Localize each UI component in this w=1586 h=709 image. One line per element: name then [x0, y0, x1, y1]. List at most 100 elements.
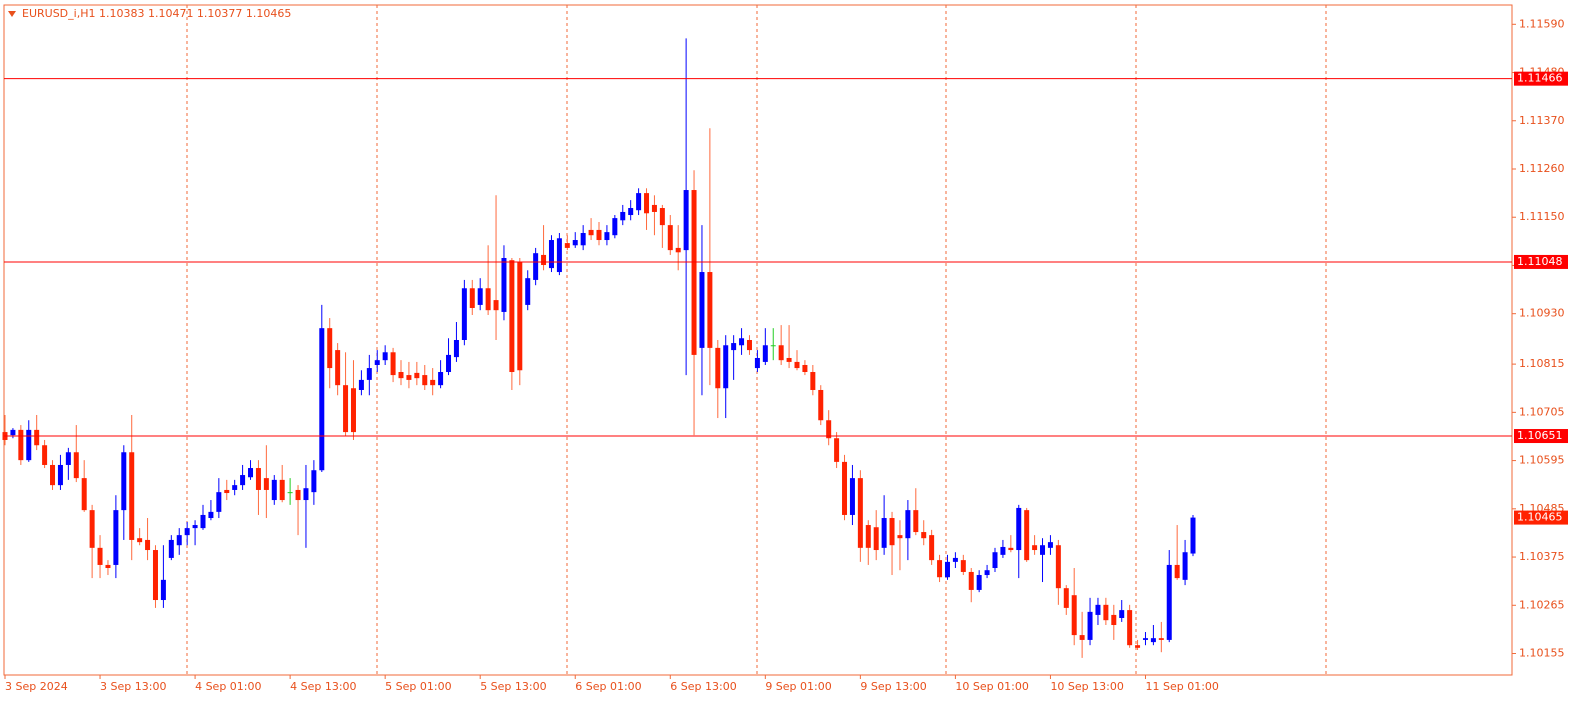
candle-body	[176, 535, 182, 546]
candle-body	[1040, 545, 1046, 555]
candle-body	[374, 360, 380, 365]
candle-body	[145, 539, 151, 551]
candle-body	[533, 253, 539, 280]
candle-body	[319, 328, 325, 471]
candle-body	[984, 570, 990, 576]
level-label-box	[1514, 254, 1568, 269]
candle-body	[121, 452, 127, 511]
candle-body	[271, 479, 277, 501]
candle-body	[89, 510, 95, 548]
candle-body	[960, 560, 966, 572]
candle-body	[1055, 545, 1061, 589]
candle-body	[350, 388, 356, 433]
candle-body	[248, 468, 254, 478]
candle-body	[97, 547, 103, 565]
x-tick-label: 10 Sep 13:00	[1050, 680, 1123, 693]
candle-body	[168, 539, 174, 558]
candle-body	[303, 488, 309, 501]
candle-body	[34, 429, 40, 446]
candle-body	[390, 352, 396, 376]
chart-title: EURUSD_i,H1 1.10383 1.10471 1.10377 1.10…	[22, 7, 291, 20]
candle-body	[1127, 610, 1133, 646]
candle-body	[754, 357, 760, 369]
candle-body	[1150, 638, 1156, 643]
candle-body	[699, 272, 705, 348]
candle-body	[240, 475, 246, 486]
candle-body	[26, 429, 32, 461]
candle-body	[921, 532, 927, 539]
candle-body	[739, 338, 745, 346]
candle-body	[1079, 635, 1085, 640]
candle-body	[1103, 604, 1109, 621]
candle-body	[1182, 552, 1188, 580]
x-tick-label: 3 Sep 13:00	[100, 680, 166, 693]
candle-body	[842, 461, 848, 515]
candle-body	[232, 485, 238, 490]
candle-body	[572, 240, 578, 246]
candle-body	[873, 527, 879, 551]
candle-body	[1111, 614, 1117, 626]
candle-body	[438, 372, 444, 386]
candle-body	[327, 328, 333, 369]
x-tick-label: 11 Sep 01:00	[1145, 680, 1218, 693]
price-label-box	[1514, 510, 1568, 525]
candle-body	[382, 352, 388, 361]
candle-body	[406, 375, 412, 380]
candle-body	[857, 478, 863, 548]
candle-body	[152, 550, 158, 601]
candle-body	[42, 445, 48, 465]
title-icon	[8, 11, 16, 17]
candle-body	[517, 261, 523, 371]
level-label: 1.11466	[1517, 72, 1563, 85]
x-tick-label: 6 Sep 01:00	[575, 680, 641, 693]
candle-body	[794, 361, 800, 369]
candle-body	[992, 552, 998, 569]
candle-body	[881, 518, 887, 548]
candle-body	[65, 452, 71, 465]
y-tick-label: 1.11260	[1519, 162, 1565, 175]
y-tick-label: 1.10930	[1519, 307, 1565, 320]
x-tick-label: 4 Sep 01:00	[195, 680, 261, 693]
candle-body	[469, 288, 475, 308]
candle-body	[255, 468, 261, 490]
candle-body	[723, 345, 729, 389]
candle-body	[937, 560, 943, 578]
x-tick-label: 9 Sep 01:00	[765, 680, 831, 693]
x-tick-label: 5 Sep 13:00	[480, 680, 546, 693]
y-tick-label: 1.11370	[1519, 114, 1565, 127]
candle-body	[398, 372, 404, 379]
candle-body	[1142, 638, 1148, 640]
candle-body	[414, 372, 420, 379]
candle-body	[200, 514, 206, 529]
candle-body	[335, 350, 341, 386]
candle-body	[81, 478, 87, 511]
y-tick-label: 1.10155	[1519, 647, 1565, 660]
candle-body	[50, 464, 56, 486]
candle-body	[501, 258, 507, 312]
candle-body	[461, 288, 467, 340]
candle-body	[644, 193, 650, 214]
candle-body	[1119, 610, 1125, 618]
candle-body	[620, 211, 626, 221]
candle-body	[889, 518, 895, 546]
candle-body	[564, 243, 570, 248]
candle-body	[865, 525, 871, 548]
candle-body	[422, 375, 428, 386]
candle-body	[1016, 507, 1022, 551]
candle-body	[430, 379, 436, 386]
candle-body	[279, 479, 285, 501]
candle-body	[667, 225, 673, 251]
candle-body	[731, 343, 737, 351]
candle-body	[263, 478, 269, 490]
level-label-box	[1514, 71, 1568, 86]
candle-body	[968, 571, 974, 590]
candle-body	[509, 260, 515, 373]
candle-body	[683, 190, 689, 251]
candle-body	[818, 389, 824, 421]
candle-body	[208, 511, 214, 519]
candle-body	[636, 193, 642, 211]
candle-body	[224, 489, 230, 494]
candle-body	[746, 340, 752, 351]
candle-body	[1087, 611, 1093, 640]
candle-body	[358, 379, 364, 390]
